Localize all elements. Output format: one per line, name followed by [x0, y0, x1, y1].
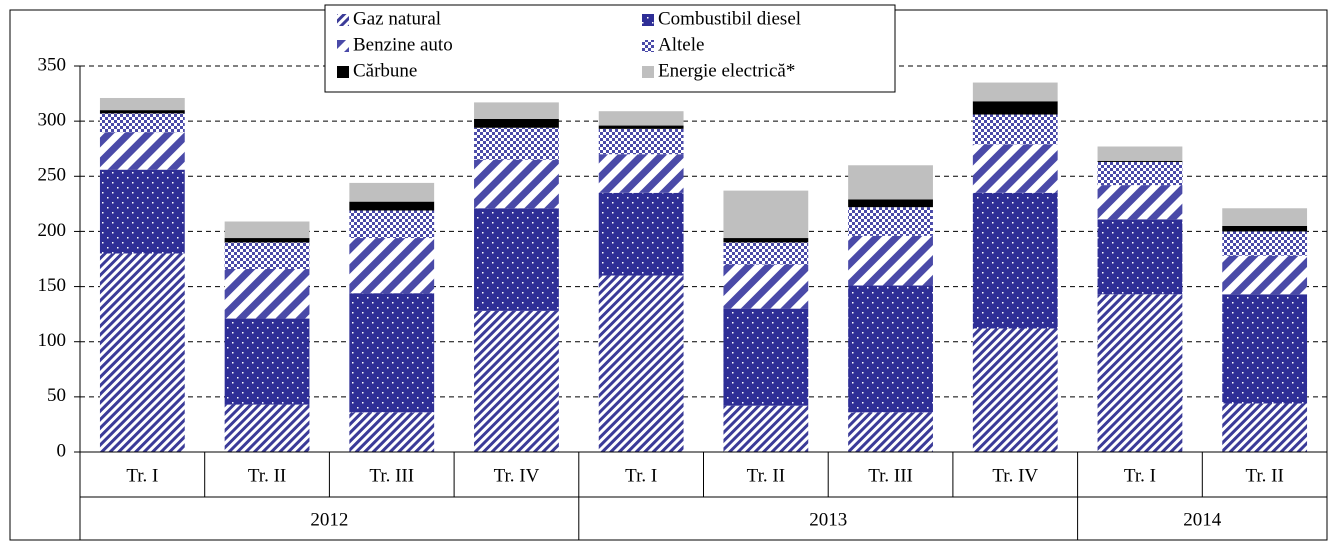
legend-swatch: [642, 14, 654, 26]
bar-segment: [848, 235, 933, 286]
y-tick-label: 0: [57, 440, 67, 461]
bar-segment: [224, 268, 310, 319]
bar-segment: [474, 127, 559, 160]
x-tick-label: Tr. II: [747, 465, 785, 486]
bar-segment: [1097, 160, 1183, 162]
group-label: 2014: [1183, 509, 1222, 530]
legend-swatch: [337, 40, 349, 52]
bar-segment: [349, 210, 435, 239]
bar-segment: [723, 264, 809, 309]
legend-label: Benzine auto: [353, 34, 453, 55]
bar-segment: [598, 154, 684, 193]
bar-segment: [598, 111, 684, 126]
bar-segment: [723, 190, 809, 239]
bar-segment: [99, 169, 185, 254]
bar-segment: [723, 242, 809, 265]
x-tick-label: Tr. IV: [992, 465, 1038, 486]
bar-segment: [1097, 294, 1183, 452]
bar-segment: [848, 412, 933, 452]
legend-label: Altele: [658, 34, 704, 55]
bar-segment: [598, 125, 684, 129]
bar-segment: [224, 404, 310, 452]
bar-segment: [598, 128, 684, 155]
bar-segment: [224, 238, 310, 243]
bar-segment: [1222, 255, 1308, 295]
bar-segment: [349, 293, 435, 413]
x-tick-label: Tr. I: [1124, 465, 1156, 486]
bar-segment: [972, 144, 1058, 193]
bar-segment: [99, 253, 185, 452]
x-tick-label: Tr. II: [248, 465, 286, 486]
bar-segment: [848, 285, 933, 413]
legend-swatch: [337, 14, 349, 26]
bar-segment: [349, 238, 435, 294]
x-tick-label: Tr. I: [625, 465, 657, 486]
bar-segment: [723, 405, 809, 452]
y-tick-label: 150: [38, 275, 67, 296]
legend-label: Gaz natural: [353, 8, 441, 29]
bar-segment: [474, 310, 559, 452]
group-label: 2013: [809, 509, 847, 530]
legend-label: Combustibil diesel: [658, 8, 801, 29]
bar-segment: [1222, 294, 1308, 404]
bar-segment: [972, 192, 1058, 329]
bar-segment: [474, 208, 559, 311]
bar-segment: [972, 101, 1058, 115]
y-tick-label: 300: [38, 110, 67, 131]
bar-segment: [1222, 403, 1308, 452]
bar-segment: [349, 182, 435, 202]
legend-label: Cărbune: [353, 60, 417, 81]
legend-swatch: [642, 66, 654, 78]
bar-segment: [1097, 219, 1183, 295]
group-label: 2012: [310, 509, 348, 530]
y-tick-label: 50: [47, 385, 66, 406]
bar-segment: [723, 238, 809, 243]
bar-segment: [224, 318, 310, 405]
bar-segment: [1097, 146, 1183, 161]
bar-segment: [972, 82, 1058, 102]
bar-segment: [99, 97, 185, 111]
bar-segment: [1222, 225, 1308, 232]
bar-segment: [1222, 208, 1308, 226]
bar-segment: [723, 308, 809, 406]
x-tick-label: Tr. IV: [494, 465, 540, 486]
bar-segment: [598, 192, 684, 276]
y-tick-label: 250: [38, 165, 67, 186]
x-tick-label: Tr. II: [1245, 465, 1283, 486]
bar-segment: [224, 242, 310, 269]
bar-segment: [474, 159, 559, 209]
y-tick-label: 200: [38, 220, 67, 241]
y-tick-label: 350: [38, 54, 67, 75]
bar-segment: [474, 102, 559, 119]
bar-segment: [598, 275, 684, 452]
y-tick-label: 100: [38, 330, 67, 351]
bar-segment: [1097, 161, 1183, 186]
bar-segment: [1222, 231, 1308, 256]
bar-segment: [224, 221, 310, 239]
legend-label: Energie electrică*: [658, 60, 795, 81]
bar-segment: [99, 132, 185, 170]
x-tick-label: Tr. I: [126, 465, 158, 486]
legend-swatch: [642, 40, 654, 52]
x-tick-label: Tr. III: [868, 465, 913, 486]
bar-segment: [99, 113, 185, 133]
bar-segment: [848, 207, 933, 236]
bar-segment: [349, 201, 435, 211]
bar-segment: [349, 412, 435, 452]
bar-segment: [474, 118, 559, 128]
legend-box: [324, 4, 896, 93]
x-tick-label: Tr. III: [369, 465, 414, 486]
bar-segment: [848, 199, 933, 208]
bar-segment: [99, 110, 185, 114]
bar-segment: [848, 165, 933, 200]
legend-swatch: [337, 66, 349, 78]
bar-segment: [972, 328, 1058, 452]
bar-segment: [972, 114, 1058, 145]
bar-segment: [1097, 185, 1183, 220]
